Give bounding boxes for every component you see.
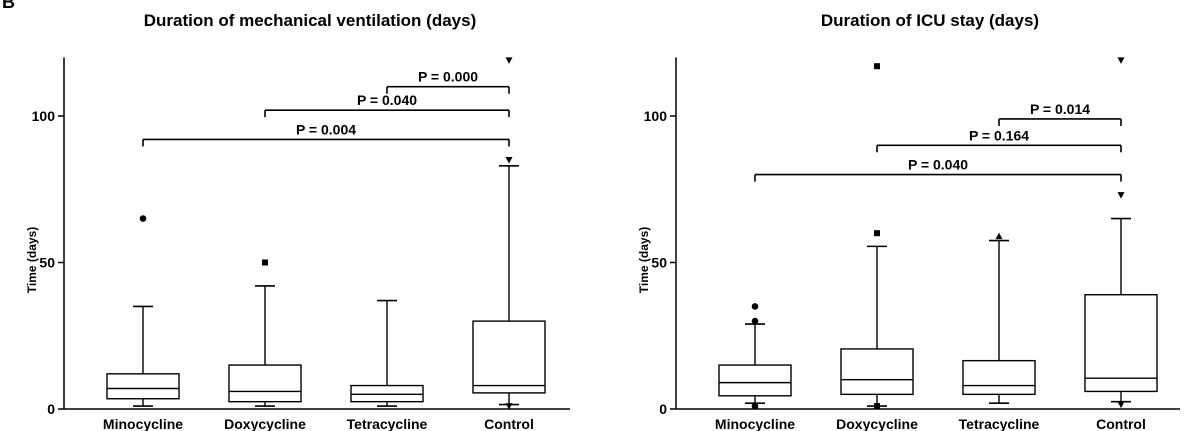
outlier-point: [751, 303, 759, 310]
y-tick-label: 100: [32, 108, 56, 124]
significance-bracket: P = 0.164: [876, 127, 1122, 153]
box-minocycline: [106, 305, 180, 407]
x-category-label: Minocycline: [715, 416, 795, 431]
box-control: [472, 165, 546, 406]
outlier-point: [505, 57, 513, 64]
y-tick-label: 0: [47, 401, 55, 417]
box-iqr: [718, 364, 792, 397]
box-iqr: [472, 320, 546, 394]
outlier-point: [751, 402, 759, 410]
panel-letter: B: [2, 0, 15, 12]
outlier-point: [262, 259, 268, 266]
chart-2: Duration of ICU stay (days) Time (days) 0 5…: [637, 11, 1180, 431]
outlier-point: [505, 156, 513, 164]
outlier-point: [874, 230, 880, 237]
chart-title: Duration of ICU stay (days): [821, 11, 1039, 30]
significance-bracket: P = 0.000: [386, 69, 510, 94]
p-value-label: P = 0.164: [969, 127, 1029, 143]
box-tetracycline: [962, 239, 1036, 404]
x-category-label: Minocycline: [103, 416, 183, 431]
box-control: [1084, 217, 1158, 403]
box-iqr: [840, 348, 914, 396]
chart-1: Duration of mechanical ventilation (days…: [25, 11, 570, 431]
x-category-label: Doxycycline: [224, 416, 306, 431]
outlier-point: [505, 403, 513, 410]
outlier-point: [874, 403, 880, 410]
p-value-label: P = 0.004: [296, 121, 356, 137]
outlier-point: [751, 317, 759, 325]
box-iqr: [962, 359, 1036, 396]
y-tick-label: 0: [659, 401, 667, 417]
box-doxycycline: [228, 285, 302, 407]
outlier-point: [1117, 57, 1125, 64]
x-category-label: Tetracycline: [347, 416, 428, 431]
outlier-point: [139, 215, 147, 222]
significance-bracket: P = 0.004: [142, 121, 510, 147]
p-value-label: P = 0.040: [357, 92, 417, 108]
chart-title: Duration of mechanical ventilation (days…: [144, 11, 477, 30]
significance-bracket: P = 0.040: [754, 157, 1122, 182]
y-tick-label: 50: [651, 255, 667, 271]
y-axis-label: Time (days): [25, 227, 39, 293]
y-axis-label: Time (days): [637, 227, 651, 293]
outlier-point: [874, 63, 880, 70]
significance-bracket: P = 0.014: [998, 101, 1122, 126]
x-category-label: Doxycycline: [836, 416, 918, 431]
box-iqr: [1084, 294, 1158, 393]
x-category-label: Control: [484, 416, 534, 431]
y-tick-label: 100: [644, 108, 668, 124]
box-iqr: [228, 364, 302, 403]
box-iqr: [106, 373, 180, 400]
p-value-label: P = 0.014: [1030, 101, 1090, 117]
outlier-point: [1117, 401, 1125, 409]
box-tetracycline: [350, 299, 424, 407]
p-value-label: P = 0.000: [418, 69, 478, 85]
x-category-label: Control: [1096, 416, 1146, 431]
box-doxycycline: [840, 245, 914, 407]
box-minocycline: [718, 323, 792, 404]
x-category-label: Tetracycline: [959, 416, 1040, 431]
outlier-point: [1117, 192, 1125, 199]
outlier-point: [995, 232, 1003, 240]
y-tick-label: 50: [39, 255, 55, 271]
box-iqr: [350, 384, 424, 403]
significance-bracket: P = 0.040: [264, 92, 510, 118]
p-value-label: P = 0.040: [908, 157, 968, 173]
